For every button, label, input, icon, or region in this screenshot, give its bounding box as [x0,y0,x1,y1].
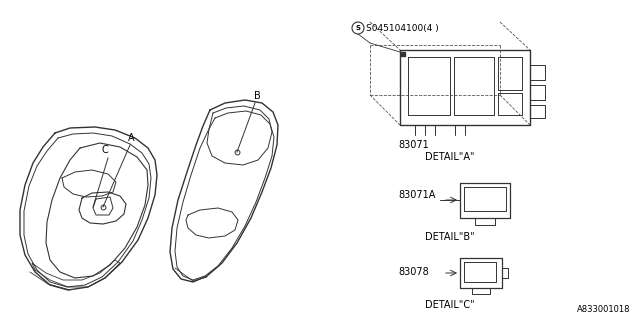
Text: A833001018: A833001018 [577,305,630,314]
Text: DETAIL"B": DETAIL"B" [425,232,475,242]
Text: B: B [253,91,260,101]
Text: S: S [355,25,360,31]
Text: DETAIL"C": DETAIL"C" [425,300,475,310]
Text: C: C [102,145,108,155]
Text: A: A [128,133,134,143]
Text: DETAIL"A": DETAIL"A" [425,152,475,162]
Text: 83071A: 83071A [398,190,435,200]
Text: S045104100(4 ): S045104100(4 ) [366,23,439,33]
Text: 83071: 83071 [398,140,429,150]
Text: 83078: 83078 [398,267,429,277]
